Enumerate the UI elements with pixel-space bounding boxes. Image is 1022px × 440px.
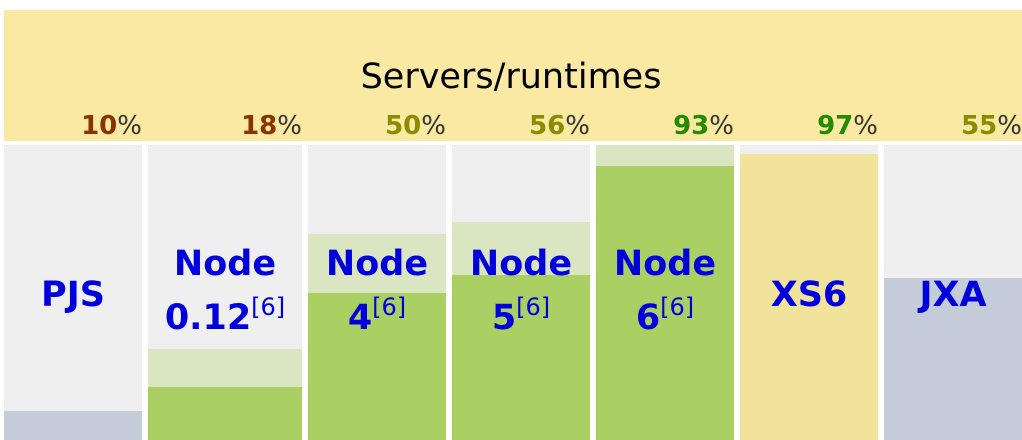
runtime-cell-node-6[interactable]: Node 6[6]	[596, 145, 734, 440]
runtime-label: Node 6[6]	[596, 237, 734, 345]
runtime-label: Node 0.12[6]	[148, 237, 302, 345]
pct-jxa: 55%	[884, 110, 1022, 142]
pct-node-0-12: 18%	[148, 110, 302, 142]
runtime-version: 4	[347, 298, 373, 338]
pct-sign: %	[277, 111, 302, 141]
pct-value: 55	[961, 111, 998, 141]
runtime-label: PJS	[4, 268, 142, 322]
runtime-label: Node 4[6]	[308, 237, 446, 345]
runtime-cell-node-0-12[interactable]: Node 0.12[6]	[148, 145, 302, 440]
support-level-bar	[884, 277, 1022, 440]
pct-value: 18	[241, 111, 278, 141]
support-level-bar	[308, 292, 446, 440]
pct-value: 50	[385, 111, 422, 141]
footnote-link[interactable]: [6]	[372, 293, 407, 321]
runtime-version: 0.12	[164, 298, 252, 338]
pct-pjs: 10%	[4, 110, 142, 142]
pct-sign: %	[709, 111, 734, 141]
support-level-bar	[4, 410, 142, 440]
pct-node-6: 93%	[596, 110, 734, 142]
runtime-label: XS6	[740, 268, 878, 322]
runtime-cell-pjs[interactable]: PJS	[4, 145, 142, 440]
runtime-label: Node 5[6]	[452, 237, 590, 345]
runtime-name: Node	[613, 244, 717, 284]
runtime-cell-node-4[interactable]: Node 4[6]	[308, 145, 446, 440]
header-band	[4, 10, 1022, 141]
runtime-cell-node-5[interactable]: Node 5[6]	[452, 145, 590, 440]
pct-sign: %	[853, 111, 878, 141]
pct-sign: %	[565, 111, 590, 141]
pct-value: 10	[81, 111, 118, 141]
support-level-bar	[148, 386, 302, 440]
pct-value: 93	[673, 111, 710, 141]
runtime-cell-jxa[interactable]: JXA	[884, 145, 1022, 440]
pct-sign: %	[117, 111, 142, 141]
pct-sign: %	[421, 111, 446, 141]
runtime-name: Node	[173, 244, 277, 284]
pct-value: 56	[529, 111, 566, 141]
runtime-name: PJS	[41, 275, 105, 315]
runtime-name: Node	[325, 244, 429, 284]
footnote-link[interactable]: [6]	[251, 293, 286, 321]
support-level-bar	[452, 274, 590, 440]
runtime-name: XS6	[770, 275, 848, 315]
runtime-version: 6	[635, 298, 661, 338]
pct-node-4: 50%	[308, 110, 446, 142]
section-title: Servers/runtimes	[360, 57, 662, 97]
runtime-name: Node	[469, 244, 573, 284]
runtime-cell-xs6[interactable]: XS6	[740, 145, 878, 440]
pct-value: 97	[817, 111, 854, 141]
footnote-link[interactable]: [6]	[516, 293, 551, 321]
runtime-name: JXA	[919, 275, 987, 315]
pct-sign: %	[997, 111, 1022, 141]
support-level-bar	[740, 153, 878, 440]
runtime-version: 5	[491, 298, 517, 338]
runtime-label: JXA	[884, 268, 1022, 322]
pct-node-5: 56%	[452, 110, 590, 142]
pct-xs6: 97%	[740, 110, 878, 142]
footnote-link[interactable]: [6]	[660, 293, 695, 321]
support-level-bar	[596, 165, 734, 440]
